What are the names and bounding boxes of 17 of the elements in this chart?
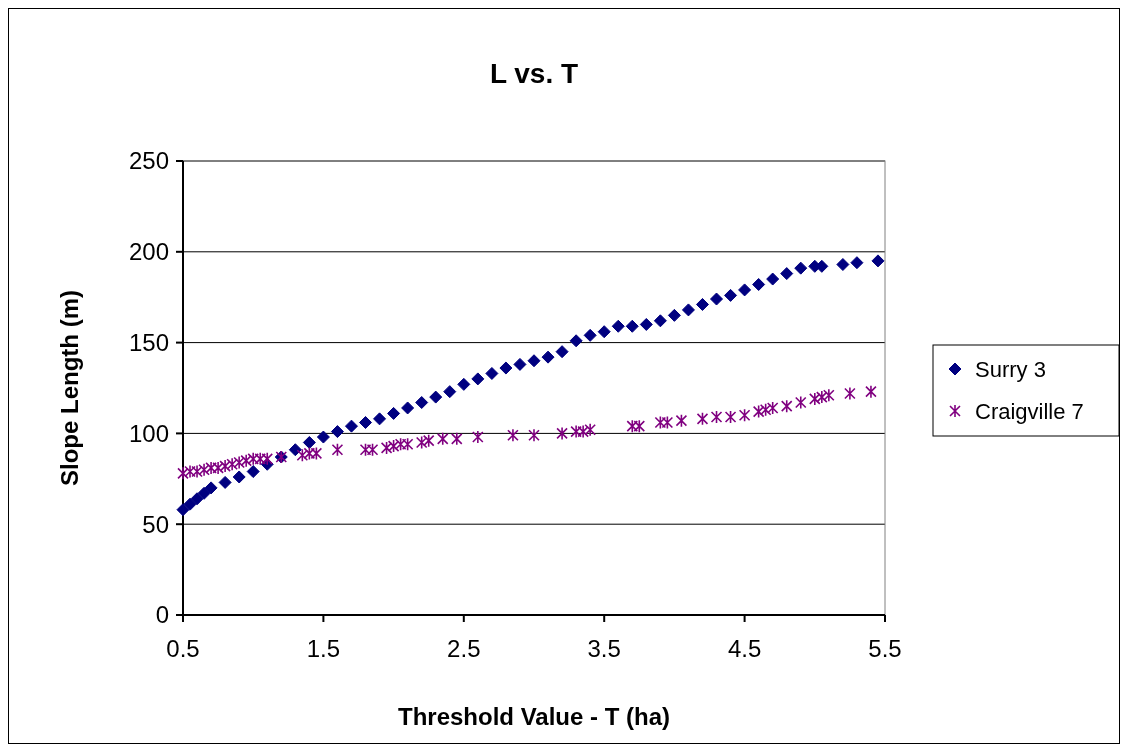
y-tick-label: 200 xyxy=(128,238,169,266)
x-axis-title: Threshold Value - T (ha) xyxy=(397,703,671,730)
x-tick-label: 5.5 xyxy=(868,635,902,662)
legend-label: Craigville 7 xyxy=(975,398,1084,424)
y-tick-label: 0 xyxy=(155,601,169,629)
legend-label: Surry 3 xyxy=(975,356,1046,382)
x-tick-label: 1.5 xyxy=(306,635,341,662)
y-axis-title: Slope Length (m) xyxy=(56,290,83,486)
y-tick-label: 250 xyxy=(128,147,169,175)
x-tick-label: 0.5 xyxy=(166,635,200,662)
chart-title: L vs. T xyxy=(489,58,579,89)
y-tick-label: 100 xyxy=(128,419,169,447)
x-tick-label: 2.5 xyxy=(447,635,481,662)
x-tick-label: 3.5 xyxy=(587,635,621,662)
y-tick-label: 150 xyxy=(128,329,169,356)
y-tick-label: 50 xyxy=(142,510,169,538)
x-tick-label: 4.5 xyxy=(727,635,762,662)
